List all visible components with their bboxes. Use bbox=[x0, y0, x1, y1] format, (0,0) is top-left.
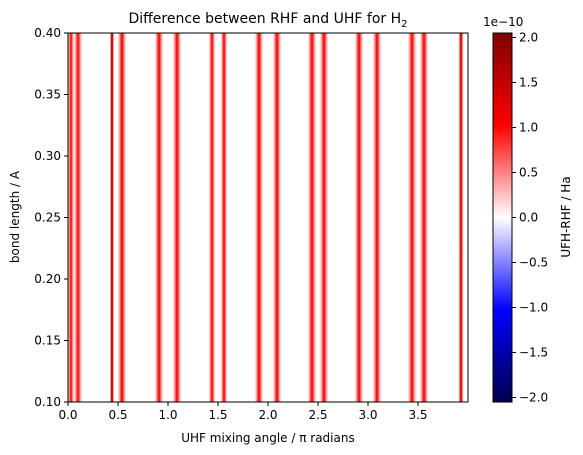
colorbar-label: UFH-RHF / Ha bbox=[559, 176, 573, 257]
heatmap-band bbox=[419, 33, 429, 402]
colorbar-gradient bbox=[492, 32, 513, 403]
heatmap-band bbox=[458, 33, 464, 402]
x-axis-label: UHF mixing angle / π radians bbox=[181, 431, 354, 445]
y-tick-label: 0.40 bbox=[34, 26, 61, 40]
chart-title: Difference between RHF and UHF for H2 bbox=[128, 11, 407, 30]
heatmap-band bbox=[319, 33, 329, 402]
y-tick-label: 0.35 bbox=[34, 88, 61, 102]
x-tick-label: 3.5 bbox=[408, 408, 427, 422]
heatmap-band bbox=[117, 33, 127, 402]
y-tick-label: 0.25 bbox=[34, 211, 61, 225]
colorbar-tick-label: 2.0 bbox=[519, 31, 538, 45]
y-tick-label: 0.10 bbox=[34, 395, 61, 409]
heatmap-band bbox=[372, 33, 382, 402]
heatmap-band bbox=[154, 33, 164, 402]
heatmap-area bbox=[67, 32, 469, 403]
x-tick-label: 3.0 bbox=[358, 408, 377, 422]
x-tick-label: 0.5 bbox=[108, 408, 127, 422]
y-tick-label: 0.20 bbox=[34, 272, 61, 286]
x-tick-label: 0.0 bbox=[58, 408, 77, 422]
y-axis-label: bond length / A bbox=[8, 170, 22, 263]
colorbar-tick-label: 0.5 bbox=[519, 166, 538, 180]
x-axis-ticks: 0.0 0.5 1.0 1.5 2.0 2.5 3.0 3.5 bbox=[58, 402, 428, 422]
colorbar-offset-text: 1e−10 bbox=[483, 15, 523, 29]
heatmap-band bbox=[73, 33, 83, 402]
colorbar-tick-label: 0.0 bbox=[519, 211, 538, 225]
colorbar-tick-label: −1.5 bbox=[519, 346, 548, 360]
y-tick-label: 0.30 bbox=[34, 149, 61, 163]
x-tick-label: 1.5 bbox=[208, 408, 227, 422]
heatmap-band bbox=[109, 33, 115, 402]
colorbar-tick-label: −2.0 bbox=[519, 391, 548, 405]
x-tick-label: 2.5 bbox=[308, 408, 327, 422]
colorbar-tick-label: −1.0 bbox=[519, 301, 548, 315]
heatmap-band bbox=[172, 33, 182, 402]
colorbar-tick-label: −0.5 bbox=[519, 256, 548, 270]
heatmap-band bbox=[220, 33, 228, 402]
colorbar: −2.0 −1.5 −1.0 −0.5 0.0 0.5 1.0 1.5 2.0 1e−10 UF… bbox=[483, 15, 573, 405]
y-tick-label: 0.15 bbox=[34, 334, 61, 348]
y-axis-ticks: 0.10 0.15 0.20 0.25 0.30 0.35 0.40 bbox=[34, 26, 68, 409]
heatmap-band bbox=[272, 33, 282, 402]
colorbar-ticks: −2.0 −1.5 −1.0 −0.5 0.0 0.5 1.0 1.5 2.0 bbox=[512, 31, 548, 405]
x-tick-label: 2.0 bbox=[258, 408, 277, 422]
colorbar-tick-label: 1.5 bbox=[519, 76, 538, 90]
heatmap-band bbox=[68, 33, 75, 402]
colorbar-tick-label: 1.0 bbox=[519, 121, 538, 135]
heatmap-band bbox=[407, 33, 417, 402]
heatmap-band bbox=[208, 33, 216, 402]
heatmap-band bbox=[354, 33, 364, 402]
x-tick-label: 1.0 bbox=[158, 408, 177, 422]
heatmap-band bbox=[307, 33, 317, 402]
heatmap-band bbox=[254, 33, 264, 402]
